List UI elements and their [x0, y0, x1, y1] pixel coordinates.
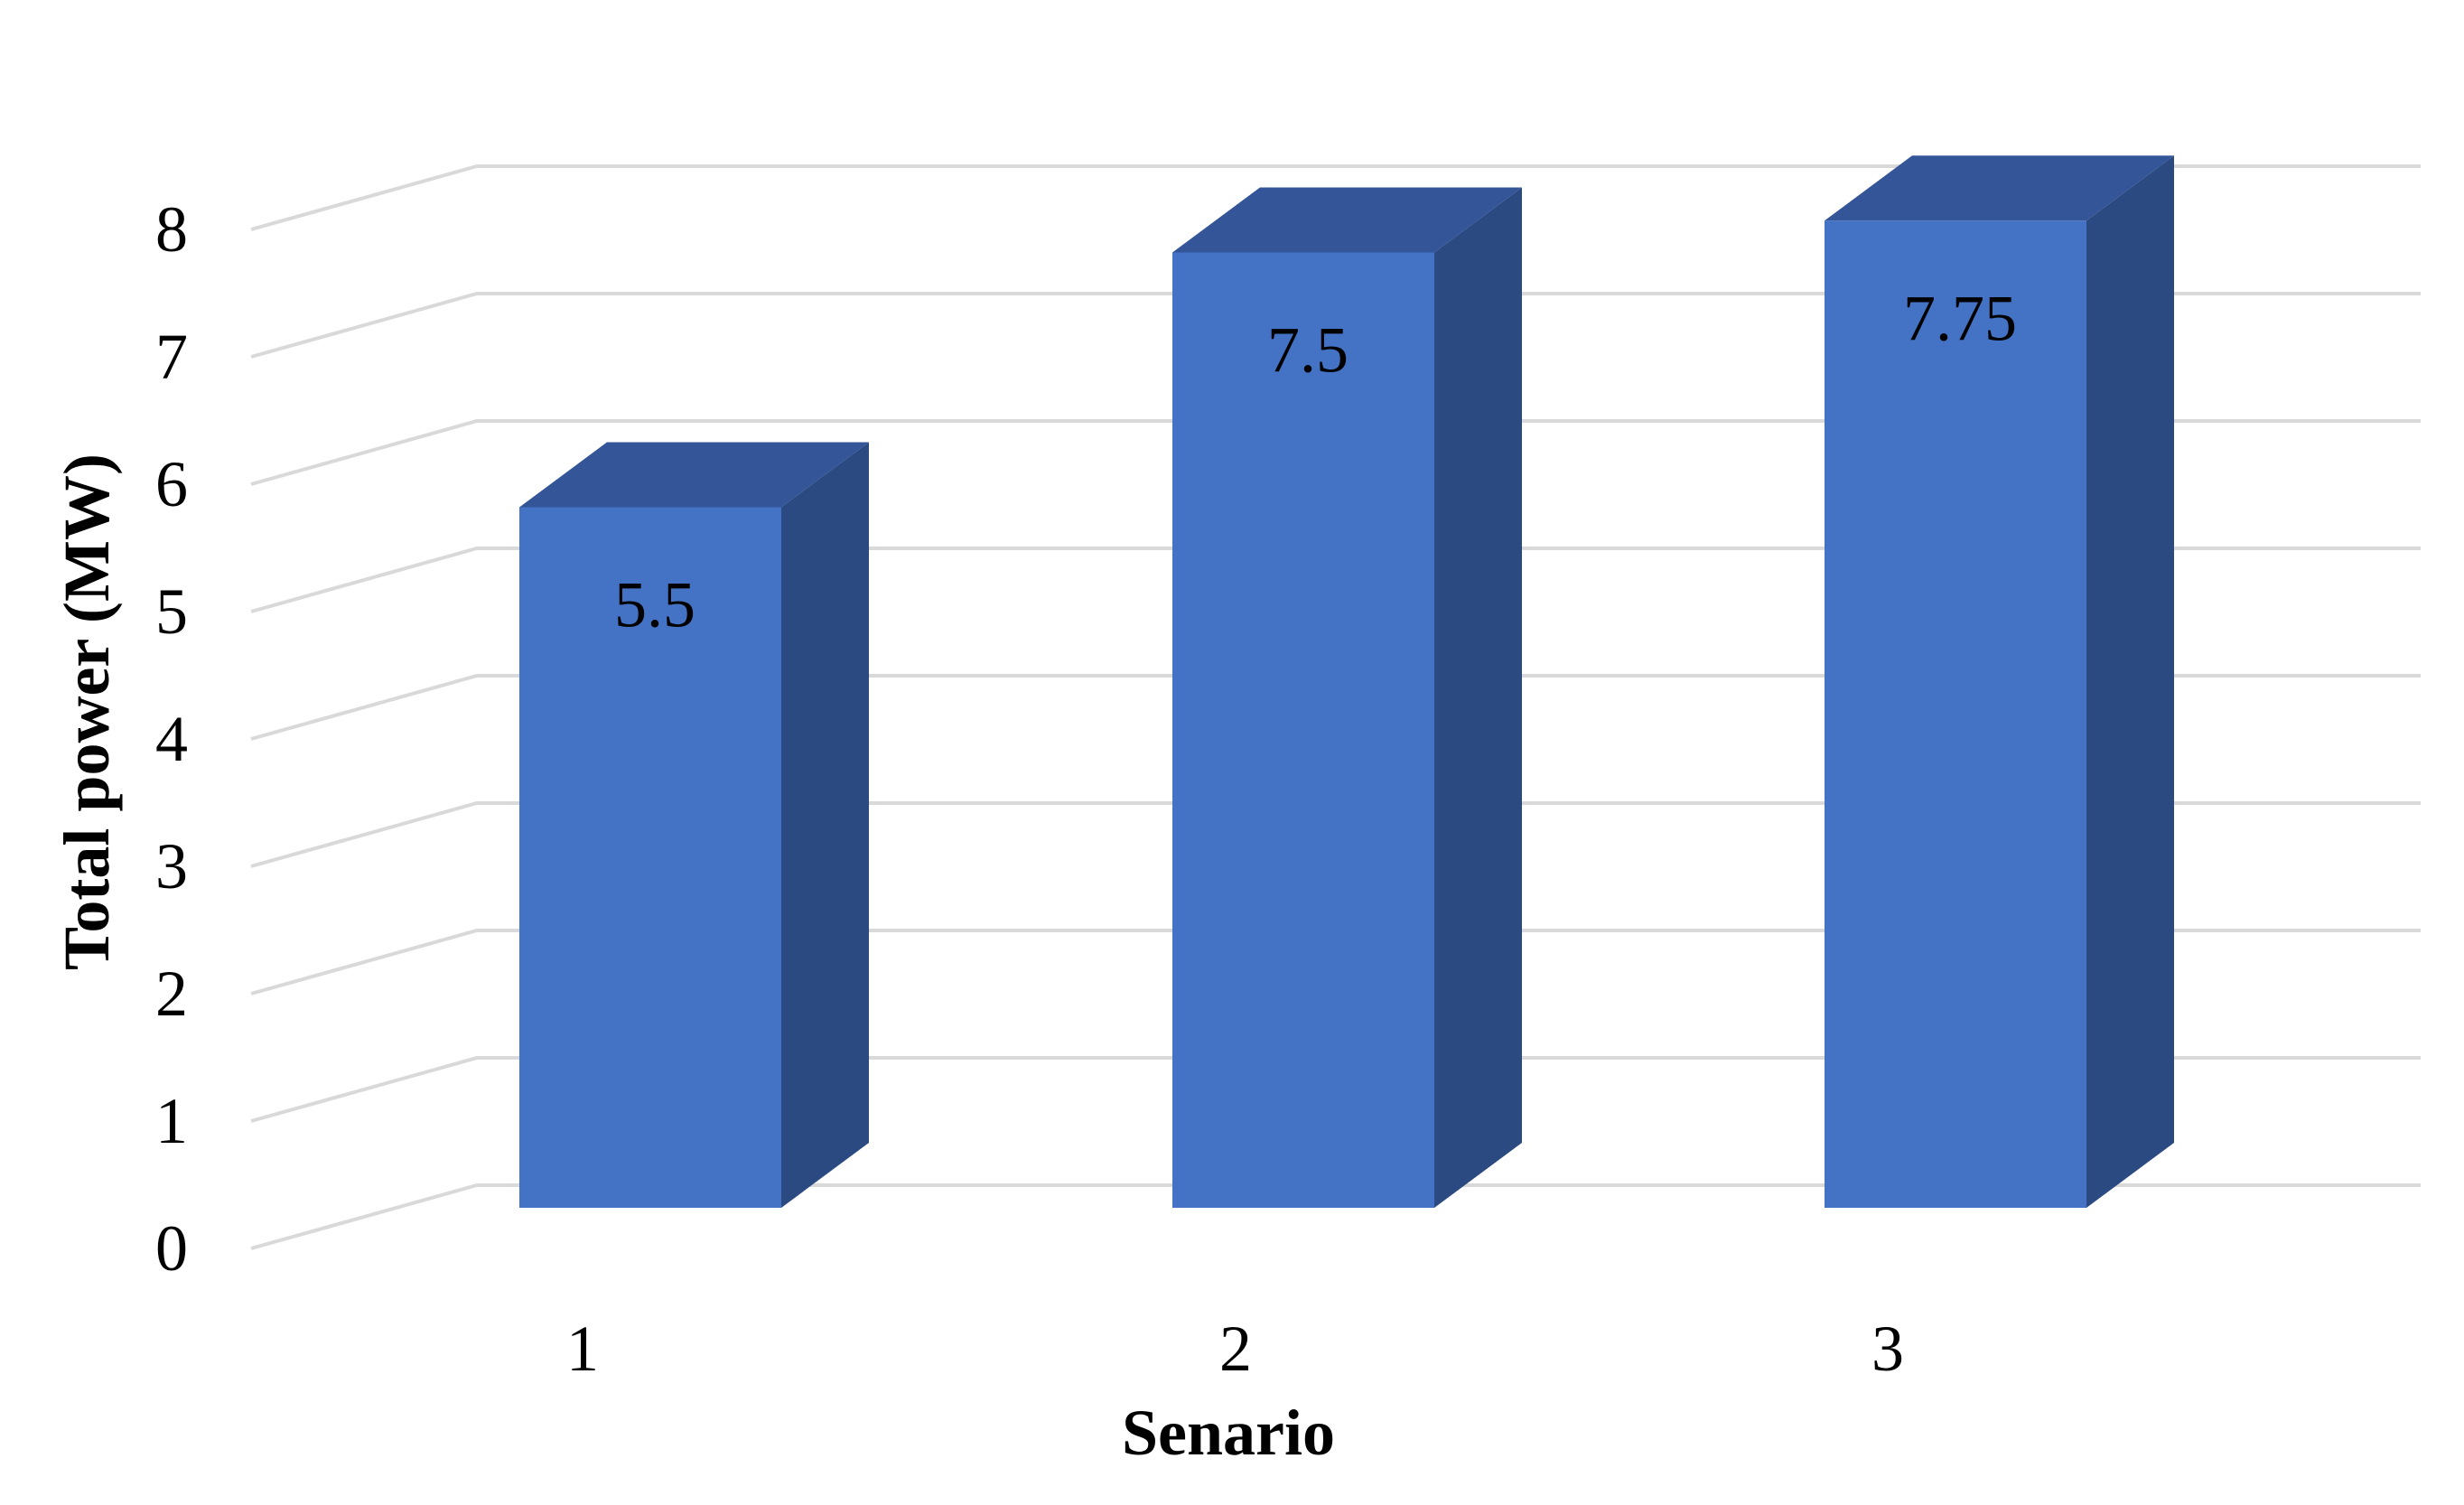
- y-tick-label: 8: [155, 193, 188, 266]
- y-tick-label: 0: [155, 1212, 188, 1285]
- y-tick-label: 3: [155, 830, 188, 902]
- y-axis-title: Total power (MW): [51, 453, 123, 970]
- bar: 5.5: [519, 442, 869, 1208]
- y-tick-label: 4: [155, 703, 188, 775]
- x-axis-ticks: 1 2 3: [566, 1313, 1904, 1385]
- y-tick-label: 1: [155, 1085, 188, 1157]
- y-axis-ticks: 0 1 2 3 4 5 6 7 8: [155, 193, 188, 1285]
- y-tick-label: 5: [155, 575, 188, 648]
- gridline: [250, 547, 2421, 613]
- bar: 7.5: [1172, 187, 1522, 1208]
- y-tick-label: 7: [155, 321, 188, 393]
- data-label: 5.5: [614, 569, 695, 641]
- bar-top-face: [1172, 187, 1522, 253]
- bar-side-face: [1434, 187, 1522, 1208]
- bar-front-face: [1172, 252, 1434, 1208]
- bar-side-face: [781, 442, 869, 1208]
- gridline: [250, 801, 2421, 868]
- x-axis-title: Senario: [1122, 1397, 1335, 1469]
- gridline: [250, 1183, 2421, 1250]
- data-label: 7.5: [1267, 314, 1349, 387]
- gridline: [250, 674, 2421, 741]
- bar-front-face: [519, 507, 781, 1208]
- gridline: [250, 419, 2421, 486]
- bar-front-face: [1825, 220, 2086, 1208]
- bar-top-face: [1825, 155, 2174, 221]
- x-tick-label: 1: [566, 1313, 599, 1385]
- bar-top-face: [519, 442, 869, 508]
- y-tick-label: 2: [155, 958, 188, 1030]
- gridline: [250, 929, 2421, 996]
- gridline: [250, 164, 2421, 231]
- gridlines: [250, 164, 2421, 1250]
- gridline: [250, 1056, 2421, 1123]
- bar: 7.75: [1825, 155, 2174, 1208]
- x-tick-label: 2: [1219, 1313, 1252, 1385]
- data-label: 7.75: [1903, 282, 2017, 354]
- y-tick-label: 6: [155, 448, 188, 520]
- bars: 5.5 7.5 7.75: [519, 155, 2174, 1208]
- x-tick-label: 3: [1871, 1313, 1904, 1385]
- gridline: [250, 292, 2421, 359]
- bar-side-face: [2086, 155, 2174, 1208]
